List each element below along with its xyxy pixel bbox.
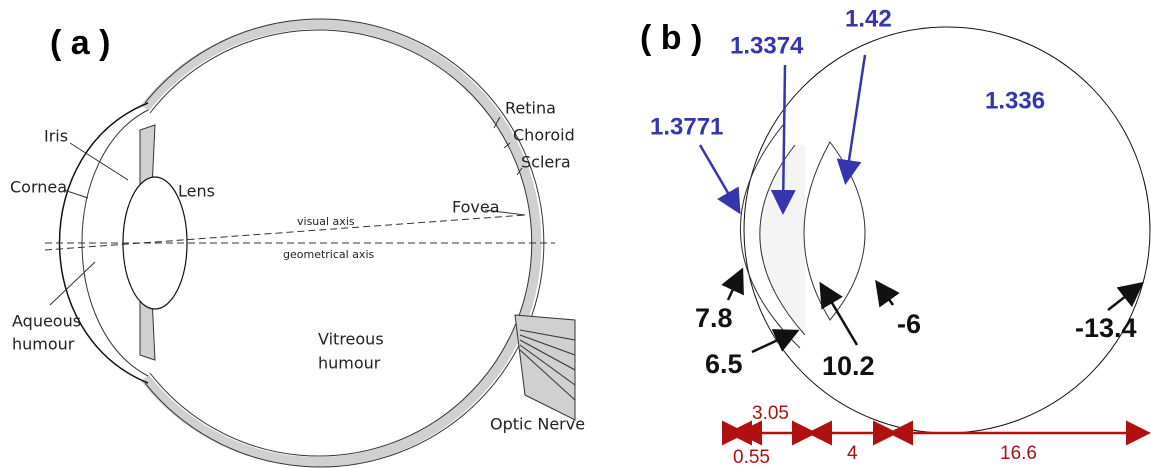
panel-a: ( a ) Retina Choroid Sclera Iris Cornea … [10, 19, 585, 467]
label: Iris [44, 127, 68, 146]
label: Vitreous [318, 330, 384, 349]
radius: -13.4 [1075, 313, 1137, 343]
label: Fovea [452, 198, 500, 217]
label: Cornea [10, 178, 67, 197]
label: Lens [178, 182, 215, 201]
figure: ( a ) Retina Choroid Sclera Iris Cornea … [0, 0, 1151, 468]
panel-label: ( a ) [50, 24, 110, 62]
label: visual axis [297, 215, 355, 228]
distance: 16.6 [1000, 443, 1037, 464]
refractive-index: 1.3374 [730, 32, 804, 59]
refractive-index: 1.3771 [650, 113, 723, 140]
radius: -6 [897, 309, 921, 339]
panel-label: ( b ) [640, 19, 702, 57]
visual-axis [45, 215, 525, 250]
lens [804, 142, 865, 320]
label: Retina [505, 99, 556, 118]
radius: 10.2 [822, 351, 875, 381]
distance: 0.55 [733, 447, 770, 468]
label: Aqueous [12, 312, 81, 331]
label: Choroid [513, 126, 575, 145]
label: humour [318, 354, 381, 373]
label: Optic Nerve [490, 415, 585, 434]
radius: 6.5 [705, 349, 743, 379]
panel-b: ( b ) 1.3771 1.3374 1.42 1.336 7.8 6.5 1… [640, 5, 1150, 468]
label: geometrical axis [283, 248, 375, 261]
refractive-index: 1.336 [985, 87, 1045, 114]
label: humour [12, 335, 75, 354]
distance: 4 [847, 443, 858, 464]
radius: 7.8 [695, 303, 733, 333]
distance: 3.05 [752, 403, 789, 424]
refractive-index: 1.42 [845, 5, 892, 32]
label: Sclera [521, 153, 571, 172]
